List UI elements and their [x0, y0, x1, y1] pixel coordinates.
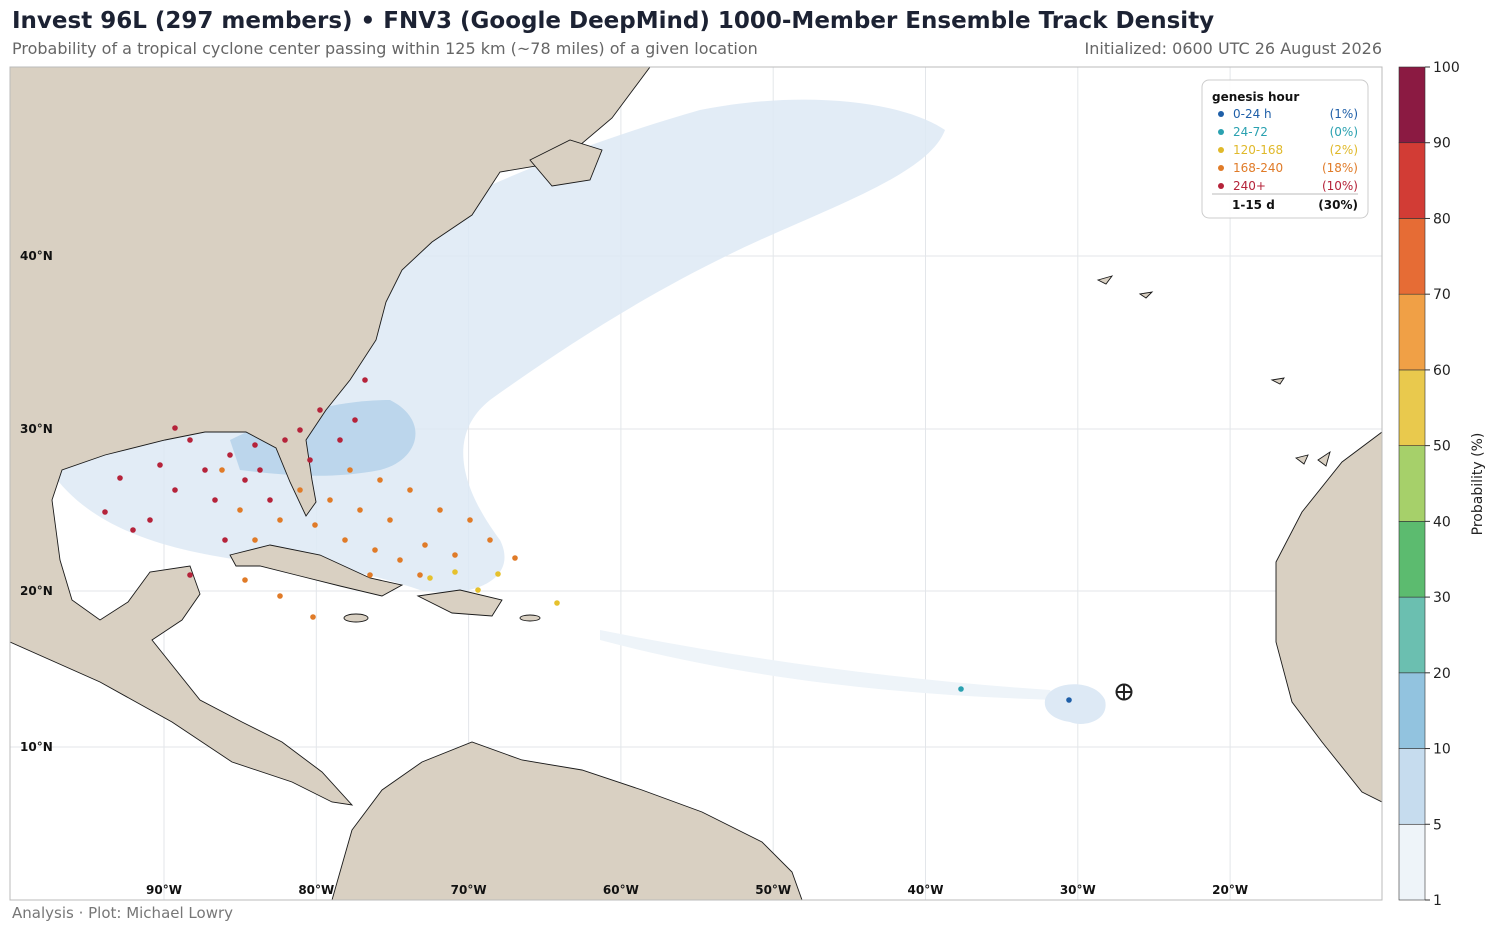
legend-share: (18%): [1322, 161, 1358, 175]
lon-label: 60°W: [603, 883, 639, 897]
hispaniola: [416, 589, 503, 617]
legend-label: 0-24 h: [1233, 107, 1272, 121]
lon-label: 50°W: [755, 883, 791, 897]
legend-marker: [1218, 183, 1224, 189]
colorbar-tick-label: 30: [1433, 590, 1451, 606]
legend-marker: [1218, 165, 1224, 171]
lon-label: 90°W: [146, 883, 182, 897]
colorbar-band: [1398, 142, 1426, 219]
colorbar-tick-label: 60: [1433, 363, 1451, 379]
lon-label: 40°W: [908, 883, 944, 897]
subtitle: Probability of a tropical cyclone center…: [12, 39, 758, 58]
legend-box: [1201, 79, 1369, 219]
colorbar-band: [1398, 521, 1426, 598]
legend-label: 240+: [1233, 179, 1266, 193]
legend-total-label: 1-15 d: [1232, 198, 1275, 212]
lat-label: 20°N: [20, 584, 53, 598]
credit: Analysis · Plot: Michael Lowry: [12, 904, 233, 922]
axis-labels: 40°N 30°N 20°N 10°N 90°W 80°W 70°W 60°W 50°W 40°W…: [20, 249, 1248, 897]
map: 40°N 30°N 20°N 10°N 90°W 80°W 70°W 60°W 50°W 40°W…: [10, 67, 1382, 900]
colorbar-tick-label: 90: [1433, 136, 1451, 152]
legend-marker: [1218, 129, 1224, 135]
legend-label: 24-72: [1233, 125, 1268, 139]
colorbar-tick-label: 80: [1433, 211, 1451, 227]
lat-label: 40°N: [20, 249, 53, 263]
legend-marker: [1218, 147, 1224, 153]
legend-label: 120-168: [1233, 143, 1283, 157]
colorbar-band: [1398, 445, 1426, 522]
south-america: [331, 741, 803, 900]
legend-label: 168-240: [1233, 161, 1283, 175]
legend: genesis hour 1-15 d (30%) 0-24 h (1%) 24-7…: [1201, 79, 1369, 219]
colorbar-band: [1398, 672, 1426, 749]
colorbar-tick-label: 5: [1433, 817, 1442, 833]
cuba: [229, 544, 404, 597]
lat-label: 30°N: [20, 422, 53, 436]
map-frame: [9, 66, 1383, 901]
colorbar-band: [1398, 823, 1426, 901]
colorbar-tick-label: 20: [1433, 666, 1451, 682]
lon-label: 80°W: [298, 883, 334, 897]
density-mid: [230, 400, 416, 476]
lon-label: 70°W: [451, 883, 487, 897]
density-low: [600, 630, 1055, 700]
colorbar-tick-label: 100: [1433, 60, 1460, 76]
colorbar-tick-label: 40: [1433, 514, 1451, 530]
legend-total-share: (30%): [1318, 198, 1358, 212]
colorbar-band: [1398, 293, 1426, 371]
colorbar-tick-label: 1: [1433, 893, 1442, 909]
colorbar: Probability (%) 1 5 10 20 30 40 50 60 70 80 90 100: [1398, 60, 1486, 909]
legend-title: genesis hour: [1212, 90, 1299, 104]
density-low: [1044, 684, 1106, 724]
colorbar-band: [1398, 748, 1426, 825]
legend-share: (1%): [1330, 107, 1358, 121]
legend-share: (10%): [1322, 179, 1358, 193]
legend-marker: [1218, 111, 1224, 117]
legend-share: (0%): [1330, 125, 1358, 139]
colorbar-band: [1398, 66, 1426, 144]
colorbar-tick-label: 10: [1433, 742, 1451, 758]
lon-label: 20°W: [1212, 883, 1248, 897]
lon-label: 30°W: [1060, 883, 1096, 897]
north-america: [10, 67, 651, 806]
lat-label: 10°N: [20, 740, 53, 754]
title: Invest 96L (297 members) • FNV3 (Google …: [12, 8, 1214, 34]
colorbar-tick-label: 70: [1433, 287, 1451, 303]
colorbar-band: [1398, 596, 1426, 674]
islands: [1096, 275, 1331, 467]
colorbar-band: [1398, 369, 1426, 446]
init-time: Initialized: 0600 UTC 26 August 2026: [1085, 39, 1382, 58]
newfoundland: [529, 139, 603, 187]
init-marker: [1115, 683, 1133, 701]
jamaica: [343, 613, 369, 623]
genesis-points: [102, 377, 1072, 703]
legend-share: (2%): [1330, 143, 1358, 157]
colorbar-tick-label: 50: [1433, 439, 1451, 455]
puerto-rico: [519, 614, 541, 622]
colorbar-label: Probability (%): [1470, 433, 1486, 536]
colorbar-band: [1398, 218, 1426, 295]
africa: [1275, 431, 1382, 803]
